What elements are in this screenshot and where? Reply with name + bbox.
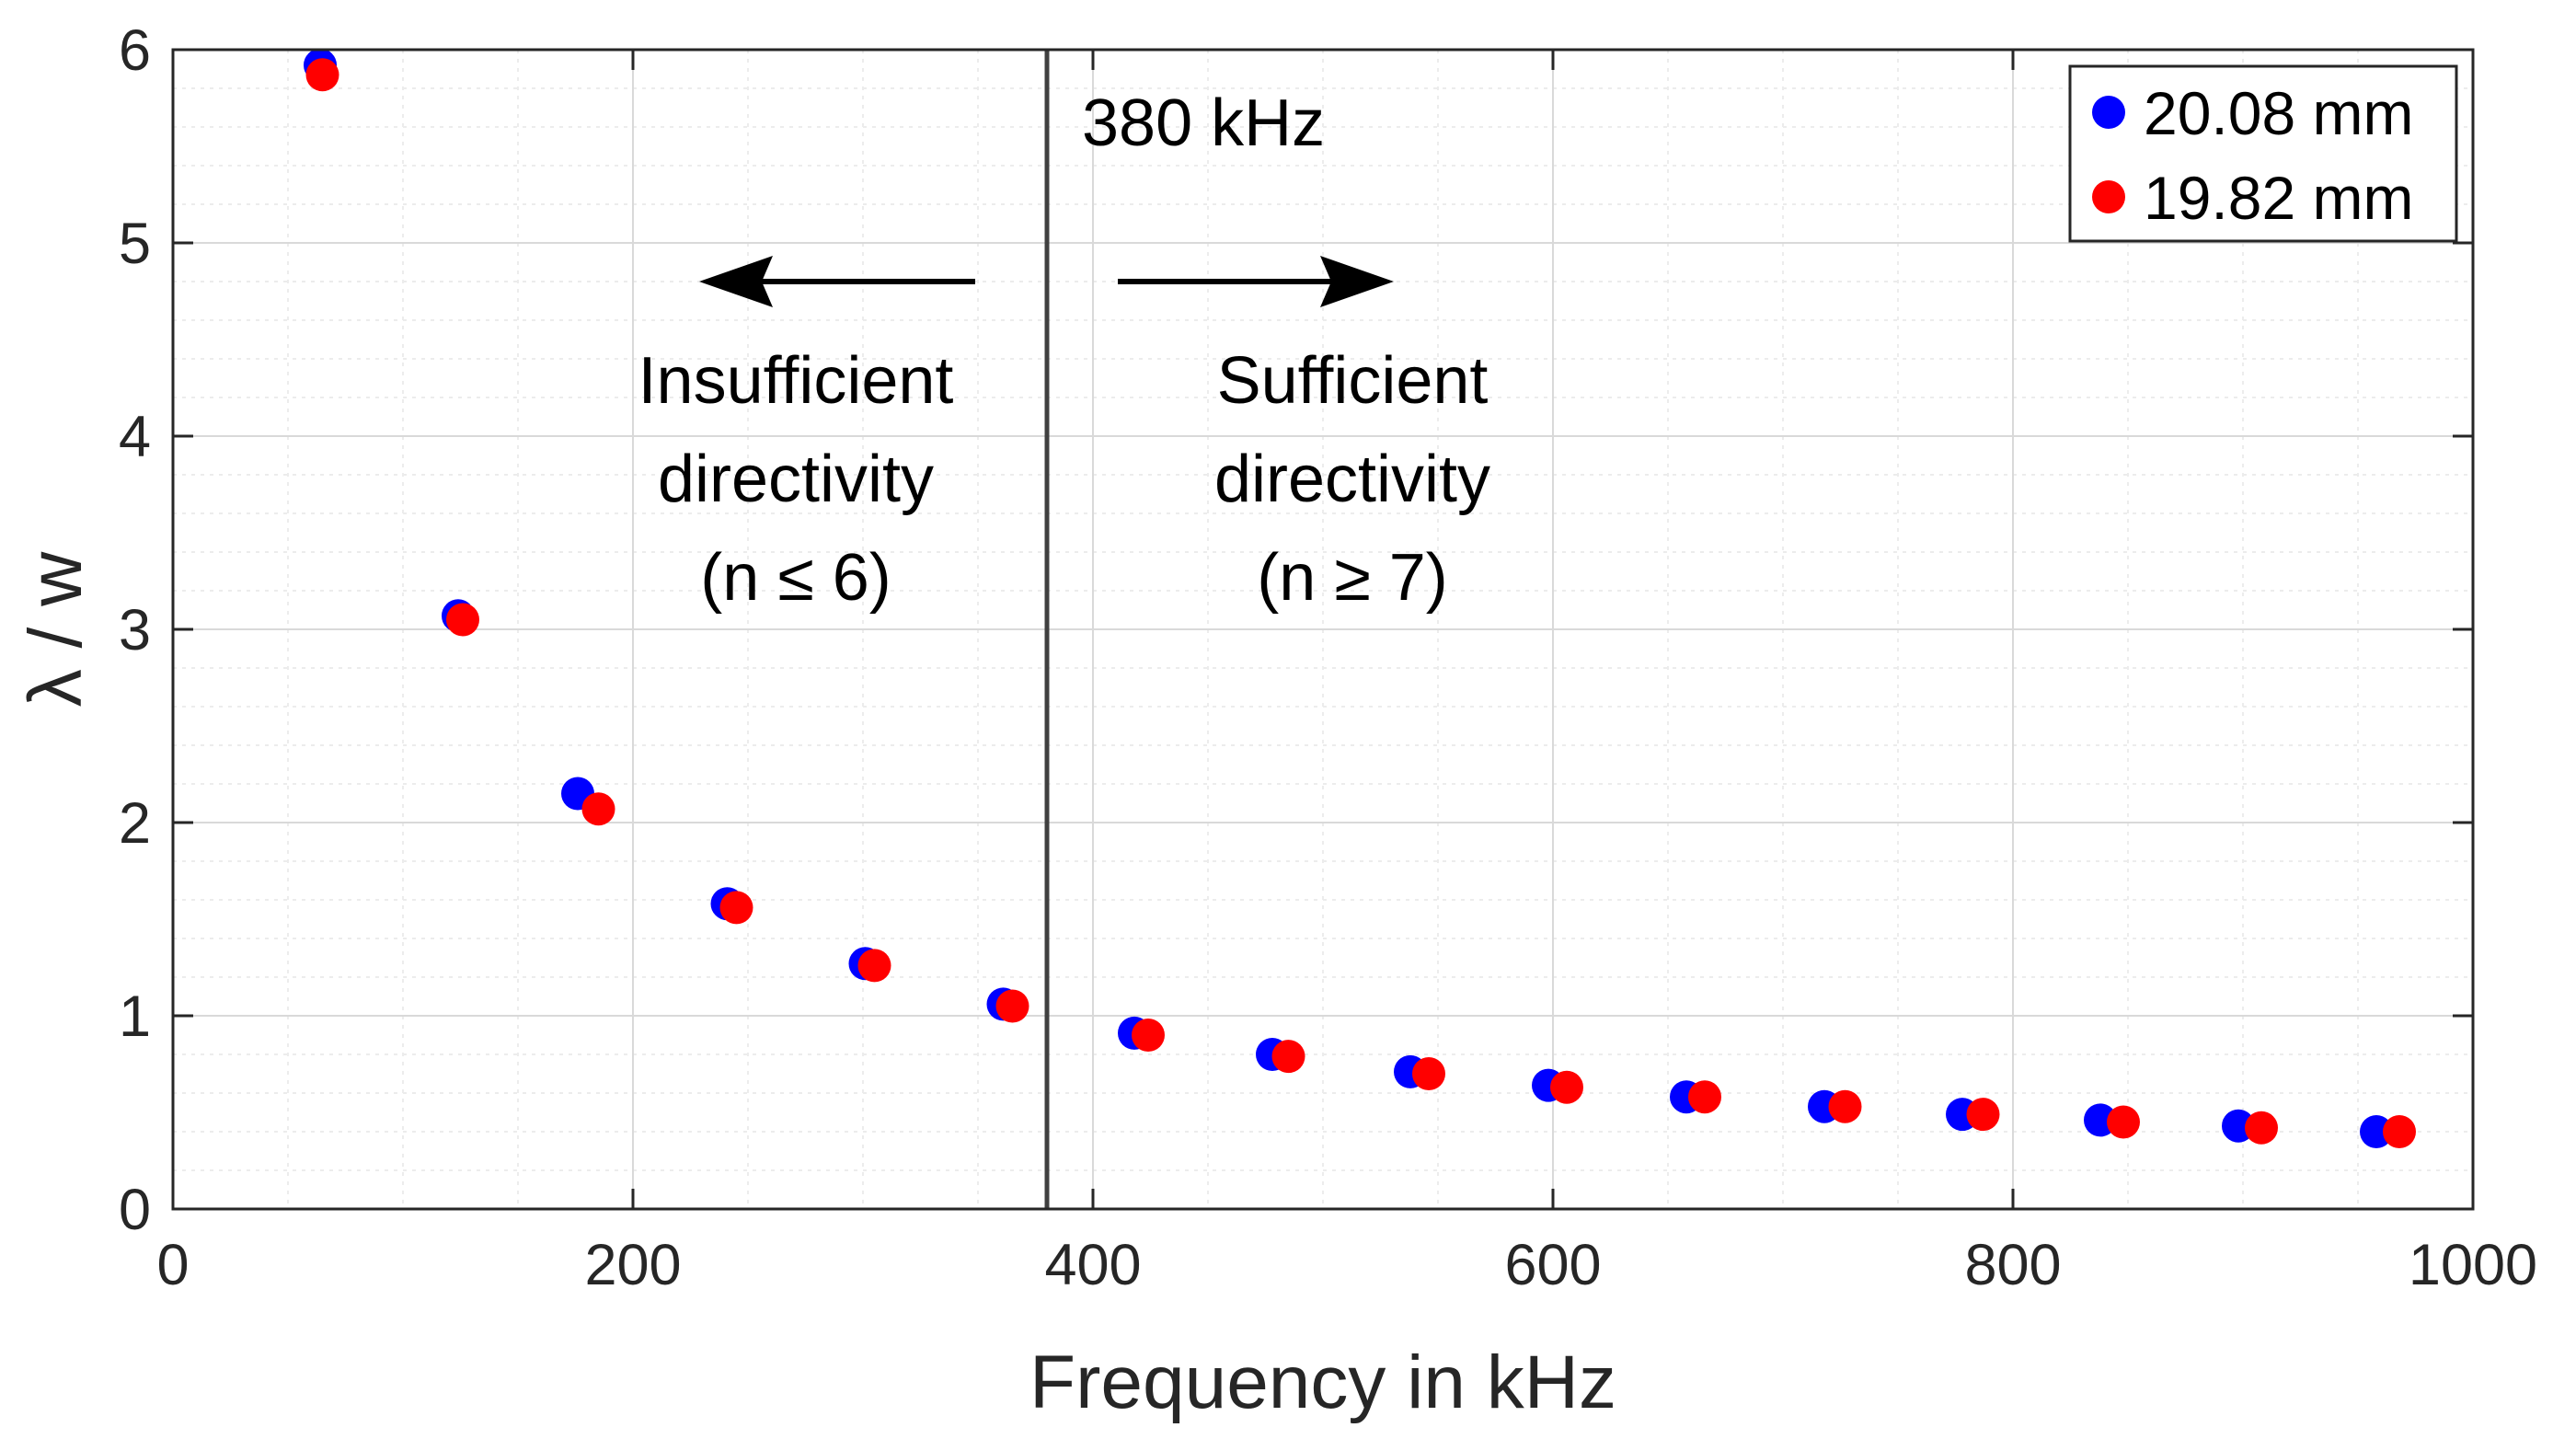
data-point bbox=[2245, 1111, 2278, 1145]
right-annotation-line-1: Sufficient bbox=[1217, 344, 1489, 418]
data-point bbox=[446, 603, 479, 637]
data-point bbox=[1132, 1019, 1165, 1052]
data-points bbox=[304, 48, 2416, 1148]
x-tick-label: 400 bbox=[1044, 1233, 1141, 1297]
y-tick-label: 2 bbox=[119, 791, 151, 856]
left-annotation-line-2: directivity bbox=[658, 443, 934, 516]
left-annotation-line-3: (n ≤ 6) bbox=[700, 541, 891, 615]
legend-label-19-82: 19.82 mm bbox=[2144, 164, 2413, 232]
legend-marker-blue bbox=[2092, 96, 2125, 129]
legend-label-20-08: 20.08 mm bbox=[2144, 79, 2413, 147]
legend-box bbox=[2068, 64, 2458, 243]
y-tick-label: 0 bbox=[119, 1178, 151, 1242]
x-tick-label: 0 bbox=[156, 1233, 189, 1297]
legend: 20.08 mm 19.82 mm bbox=[2068, 64, 2458, 243]
x-axis-title: Frequency in kHz bbox=[1029, 1341, 1616, 1424]
right-annotation-line-2: directivity bbox=[1214, 443, 1490, 516]
data-point bbox=[995, 989, 1029, 1023]
x-tick-label: 800 bbox=[1964, 1233, 2061, 1297]
data-point bbox=[1550, 1070, 1583, 1104]
threshold-label: 380 kHz bbox=[1082, 86, 1325, 160]
tick-marks bbox=[171, 48, 2475, 1211]
data-point bbox=[1688, 1080, 1721, 1114]
data-point bbox=[719, 891, 753, 925]
y-axis-title: λ / w bbox=[14, 551, 98, 707]
y-tick-label: 3 bbox=[119, 598, 151, 662]
data-point bbox=[2383, 1115, 2416, 1148]
data-point bbox=[1966, 1098, 2000, 1132]
y-tick-label: 1 bbox=[119, 984, 151, 1049]
x-tick-label: 600 bbox=[1504, 1233, 1601, 1297]
data-point bbox=[2360, 1115, 2393, 1148]
x-tick-label: 200 bbox=[584, 1233, 681, 1297]
x-tick-label: 1000 bbox=[2409, 1233, 2537, 1297]
left-annotation-line-1: Insufficient bbox=[638, 344, 954, 418]
right-annotation-line-3: (n ≥ 7) bbox=[1257, 541, 1448, 615]
data-point bbox=[1828, 1089, 1862, 1123]
data-point bbox=[1412, 1057, 1445, 1090]
tick-labels: 0 200 400 600 800 1000 0 1 2 3 4 5 6 bbox=[119, 18, 2537, 1297]
data-point bbox=[581, 792, 615, 826]
left-arrow bbox=[699, 256, 975, 307]
series-2 bbox=[305, 58, 2416, 1148]
data-point bbox=[1271, 1040, 1305, 1074]
y-tick-label: 6 bbox=[119, 18, 151, 83]
data-point bbox=[305, 58, 339, 92]
y-tick-label: 4 bbox=[119, 405, 151, 469]
data-point bbox=[857, 949, 891, 983]
y-tick-label: 5 bbox=[119, 212, 151, 276]
legend-marker-red bbox=[2092, 180, 2125, 213]
data-point bbox=[2107, 1105, 2140, 1139]
right-arrow bbox=[1118, 256, 1394, 307]
